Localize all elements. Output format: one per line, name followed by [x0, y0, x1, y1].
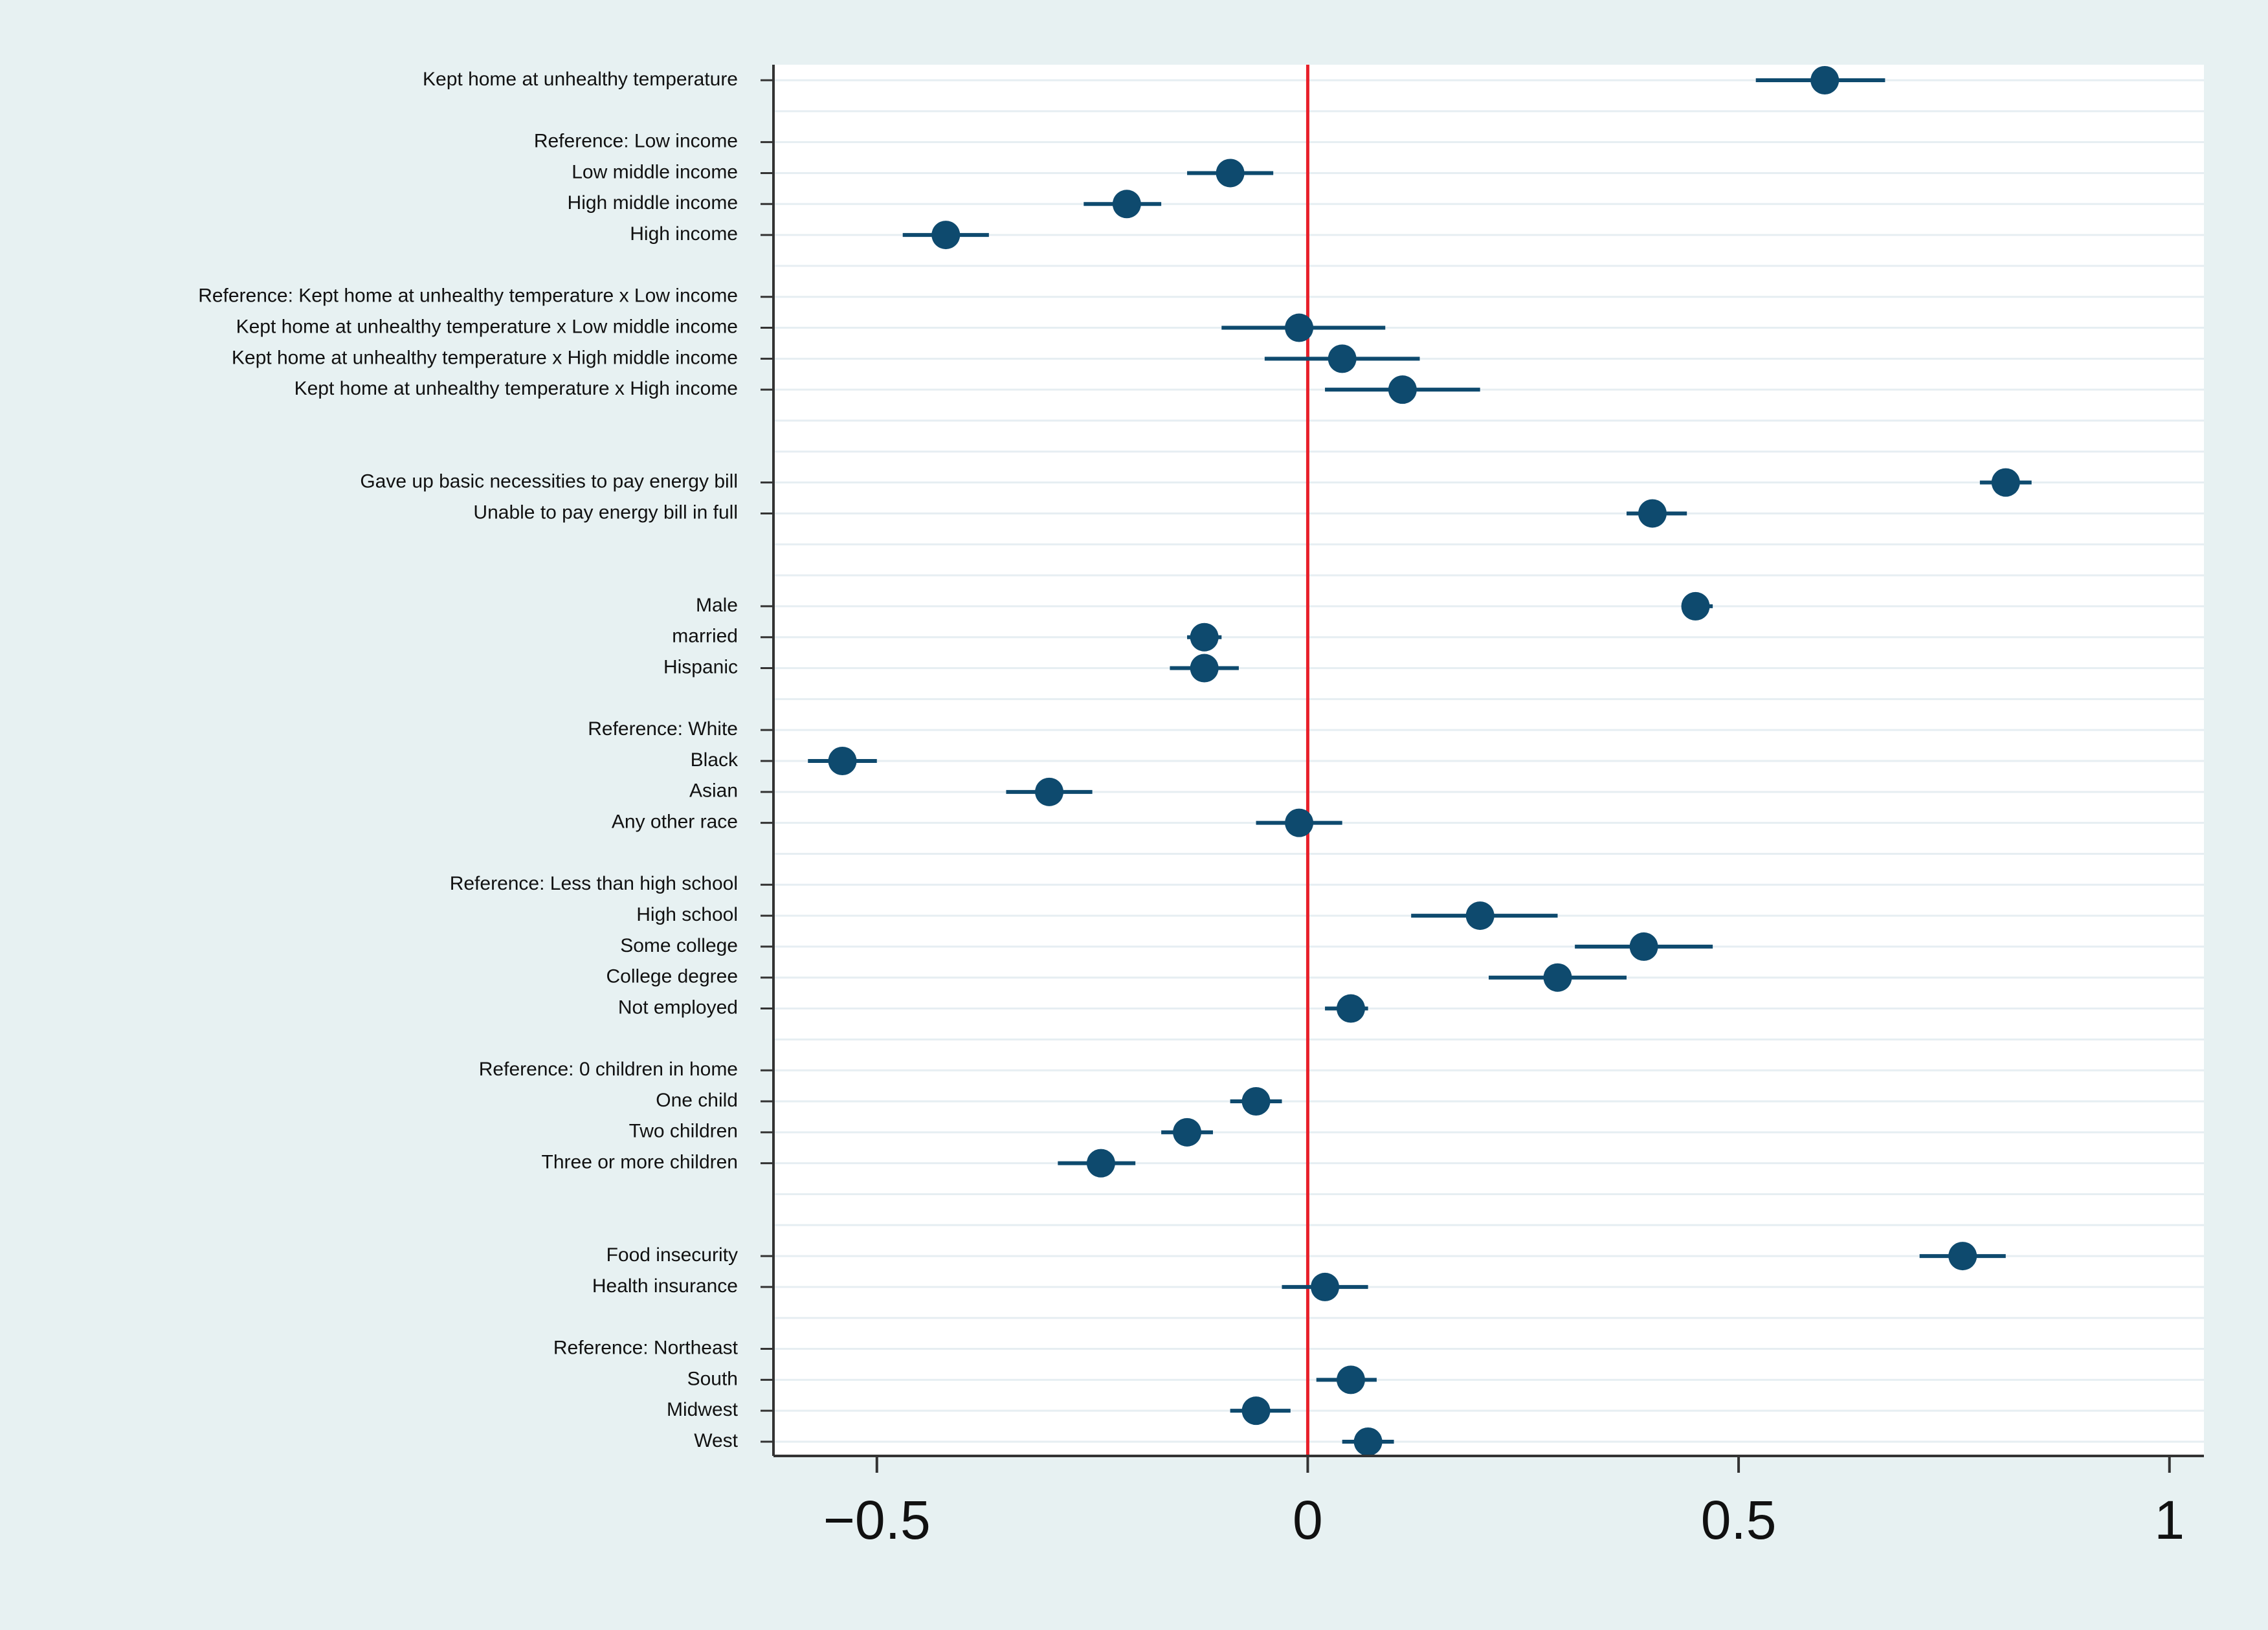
- row-label: Black: [691, 749, 739, 771]
- row-label: West: [694, 1430, 738, 1451]
- grid-lines: [773, 79, 2204, 1443]
- row-label: One child: [656, 1090, 738, 1111]
- row-label: Some college: [620, 935, 738, 956]
- coefficient-point: [1190, 654, 1219, 683]
- row-label: Kept home at unhealthy temperature x Hig…: [295, 378, 738, 399]
- coefficient-point: [1336, 1365, 1365, 1394]
- coefficient-point: [1285, 808, 1314, 837]
- coefficient-point: [1086, 1149, 1115, 1178]
- coefficient-point: [931, 221, 961, 250]
- row-label: College degree: [606, 966, 738, 987]
- x-tick-label: 1: [2154, 1490, 2185, 1550]
- coefficient-point: [1285, 313, 1314, 342]
- coefficient-point: [1810, 66, 1840, 94]
- x-tick-label: 0: [1293, 1490, 1323, 1550]
- coefficient-point: [1190, 622, 1219, 652]
- row-label: Reference: 0 children in home: [479, 1059, 738, 1080]
- coefficient-point: [1543, 963, 1572, 992]
- row-label: Hispanic: [663, 656, 738, 677]
- coefficient-point: [1629, 932, 1658, 961]
- coefficient-point: [828, 747, 857, 775]
- x-tick-labels: −0.5 0 0.5 1: [823, 1490, 2185, 1550]
- row-label: Food insecurity: [606, 1244, 738, 1266]
- coefficient-point: [1336, 994, 1365, 1023]
- row-label: Reference: Low income: [534, 131, 738, 152]
- row-label: High income: [630, 223, 738, 245]
- x-tick-label: 0.5: [1701, 1490, 1777, 1550]
- coefficient-point: [1353, 1427, 1383, 1456]
- coefficient-point: [1638, 499, 1667, 528]
- row-label: Any other race: [612, 811, 738, 833]
- coefficient-point: [1465, 901, 1495, 931]
- coefficient-point: [1241, 1396, 1271, 1426]
- row-label: Male: [696, 595, 738, 616]
- coefficient-point: [1388, 375, 1417, 404]
- row-label: Reference: Less than high school: [450, 873, 738, 894]
- row-label: Reference: Northeast: [553, 1337, 739, 1358]
- row-label: Midwest: [667, 1399, 739, 1420]
- coefficient-point: [1328, 344, 1357, 373]
- row-label: Kept home at unhealthy temperature x Low…: [236, 316, 738, 337]
- row-label: Three or more children: [542, 1152, 738, 1173]
- row-label: married: [672, 626, 738, 647]
- row-label: Asian: [689, 780, 738, 802]
- coefficient-point: [1241, 1087, 1271, 1116]
- row-label: Kept home at unhealthy temperature x Hig…: [232, 347, 738, 368]
- coefficient-point: [1035, 777, 1064, 806]
- row-label: High school: [636, 904, 738, 925]
- row-label: Gave up basic necessities to pay energy …: [360, 471, 738, 492]
- row-label: Reference: Kept home at unhealthy temper…: [198, 285, 738, 307]
- row-labels: Kept home at unhealthy temperature Refere…: [198, 69, 739, 1451]
- row-label: South: [687, 1368, 738, 1389]
- row-label: Kept home at unhealthy temperature: [423, 69, 738, 90]
- row-label: Health insurance: [592, 1275, 738, 1297]
- coefficient-point: [1948, 1242, 1977, 1271]
- row-label: High middle income: [568, 192, 738, 214]
- x-tick-label: −0.5: [823, 1490, 931, 1550]
- coefficient-point: [1112, 190, 1141, 219]
- coefficient-point: [1681, 591, 1710, 621]
- row-label: Not employed: [618, 997, 738, 1018]
- coefficient-point: [1216, 159, 1245, 188]
- row-label: Unable to pay energy bill in full: [473, 501, 738, 523]
- axes: [761, 65, 2204, 1473]
- row-label: Low middle income: [572, 161, 738, 182]
- row-label: Two children: [629, 1121, 738, 1142]
- coefficient-point: [1311, 1272, 1340, 1301]
- row-label: Reference: White: [588, 718, 738, 740]
- coefficient-point: [1173, 1118, 1202, 1147]
- coefficient-point: [1991, 468, 2020, 497]
- coefficient-markers: [828, 66, 2020, 1456]
